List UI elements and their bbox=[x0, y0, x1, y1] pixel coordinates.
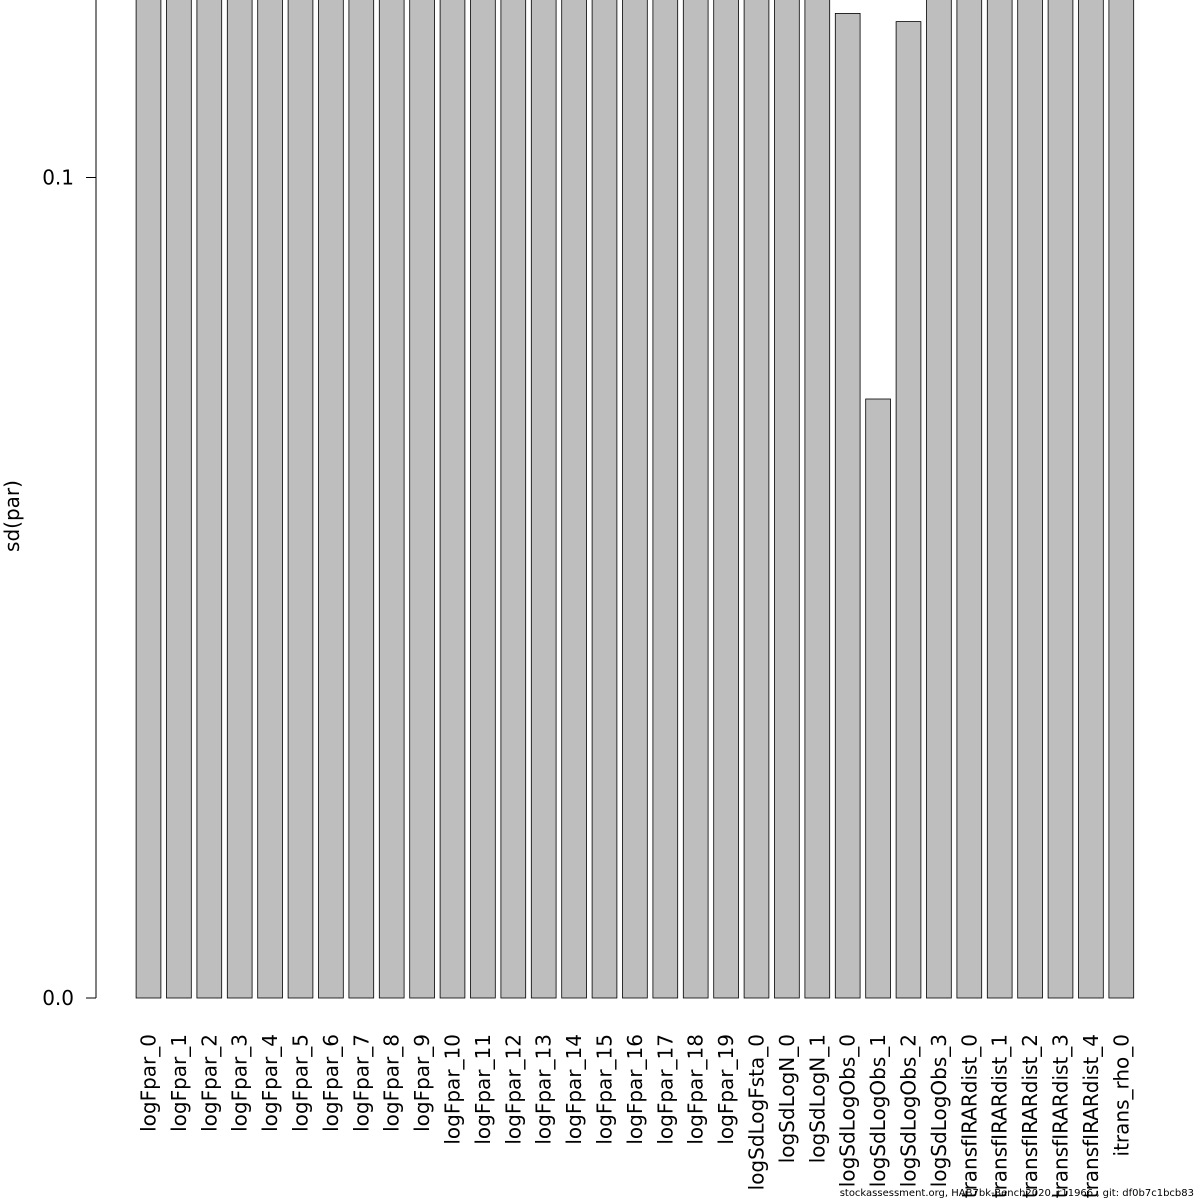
bar-logSdLogObs_0 bbox=[834, 12, 861, 999]
bar-logFpar_3 bbox=[226, 0, 253, 999]
x-tick-label: logFpar_13 bbox=[532, 1034, 556, 1145]
bar-logFpar_19 bbox=[713, 0, 739, 999]
y-tick-label: 0.1 bbox=[42, 166, 74, 190]
bar-logFpar_15 bbox=[591, 0, 618, 999]
x-tick-label: logFpar_3 bbox=[228, 1034, 252, 1132]
x-tick-label: logFpar_2 bbox=[197, 1034, 221, 1132]
x-tick-label: logFpar_1 bbox=[167, 1034, 191, 1132]
bar-logSdLogFsta_0 bbox=[743, 0, 770, 999]
bar-logSdLogN_1 bbox=[804, 0, 831, 999]
x-tick-label: logSdLogObs_3 bbox=[927, 1034, 951, 1187]
x-tick-label: logFpar_5 bbox=[289, 1034, 313, 1132]
bar-transfIRARdist_2 bbox=[1017, 0, 1043, 999]
x-tick-label: logFpar_7 bbox=[349, 1034, 373, 1132]
y-tick-label: 0.0 bbox=[42, 986, 74, 1010]
x-tick-label: logFpar_10 bbox=[441, 1034, 465, 1145]
x-tick-label: logFpar_6 bbox=[319, 1034, 343, 1132]
y-axis: 0.00.10.20.30.4 bbox=[42, 0, 97, 1010]
x-tick-label: logFpar_9 bbox=[410, 1034, 434, 1132]
x-tick-label: logFpar_4 bbox=[258, 1034, 282, 1132]
bar-logFpar_14 bbox=[561, 0, 587, 999]
bar-transfIRARdist_1 bbox=[986, 0, 1013, 999]
bar-logFpar_12 bbox=[500, 0, 527, 999]
x-tick-label: logFpar_19 bbox=[714, 1034, 738, 1145]
x-tick-label: logFpar_12 bbox=[501, 1034, 525, 1145]
bar-logFpar_1 bbox=[166, 0, 192, 999]
bar-logFpar_7 bbox=[348, 0, 375, 999]
x-tick-label: logFpar_0 bbox=[137, 1034, 161, 1132]
bar-logFpar_17 bbox=[652, 0, 679, 999]
bar-logSdLogN_0 bbox=[774, 0, 800, 999]
x-tick-label: logSdLogObs_1 bbox=[866, 1034, 890, 1187]
bar-logFpar_10 bbox=[439, 0, 466, 999]
x-tick-label: logSdLogN_0 bbox=[775, 1034, 799, 1163]
x-tick-label: logSdLogObs_2 bbox=[897, 1034, 921, 1187]
x-tick-label: logFpar_11 bbox=[471, 1034, 495, 1145]
x-tick-label: logFpar_18 bbox=[684, 1034, 708, 1145]
bar-itrans_rho_0 bbox=[1108, 0, 1135, 999]
bar-logSdLogObs_1 bbox=[865, 398, 891, 999]
x-tick-label: transfIRARdist_0 bbox=[957, 1034, 981, 1198]
bar-logFpar_6 bbox=[318, 0, 344, 999]
bar-transfIRARdist_0 bbox=[956, 0, 983, 999]
bar-logFpar_0 bbox=[135, 0, 162, 999]
bars-group bbox=[135, 0, 1135, 999]
x-tick-label: logSdLogObs_0 bbox=[836, 1034, 860, 1187]
bar-logFpar_4 bbox=[257, 0, 283, 999]
bar-logFpar_2 bbox=[196, 0, 223, 999]
x-tick-label: transfIRARdist_2 bbox=[1018, 1034, 1042, 1198]
x-tick-labels: logFpar_0 logFpar_1 logFpar_2 logFpar_3 logF… bbox=[137, 1034, 1134, 1198]
x-tick-label: logSdLogN_1 bbox=[805, 1034, 829, 1163]
x-tick-label: logFpar_17 bbox=[653, 1034, 677, 1145]
bar-logSdLogObs_3 bbox=[926, 0, 952, 999]
bar-logFpar_13 bbox=[530, 0, 557, 999]
x-tick-label: logSdLogFsta_0 bbox=[745, 1034, 769, 1190]
y-axis-label: sd(par) bbox=[0, 480, 24, 552]
x-tick-label: transfIRARdist_4 bbox=[1079, 1034, 1103, 1198]
footer-credit: stockassessment.org, HAB7bk-Bench2020, r… bbox=[839, 1188, 1194, 1199]
x-tick-label: logFpar_14 bbox=[562, 1034, 586, 1145]
bar-logFpar_9 bbox=[409, 0, 435, 999]
x-tick-label: logFpar_15 bbox=[593, 1034, 617, 1145]
bar-logFpar_16 bbox=[622, 0, 648, 999]
bar-transfIRARdist_4 bbox=[1078, 0, 1104, 999]
bar-logFpar_11 bbox=[470, 0, 496, 999]
x-tick-label: logFpar_16 bbox=[623, 1034, 647, 1145]
bar-logFpar_8 bbox=[378, 0, 405, 999]
x-tick-label: transfIRARdist_1 bbox=[988, 1034, 1012, 1198]
bar-logFpar_5 bbox=[287, 0, 314, 999]
bar-logFpar_18 bbox=[682, 0, 709, 999]
bar-transfIRARdist_3 bbox=[1047, 0, 1074, 999]
x-tick-label: transfIRARdist_3 bbox=[1049, 1034, 1073, 1198]
bar-logSdLogObs_2 bbox=[895, 21, 922, 999]
x-tick-label: itrans_rho_0 bbox=[1109, 1034, 1133, 1156]
x-tick-label: logFpar_8 bbox=[380, 1034, 404, 1132]
